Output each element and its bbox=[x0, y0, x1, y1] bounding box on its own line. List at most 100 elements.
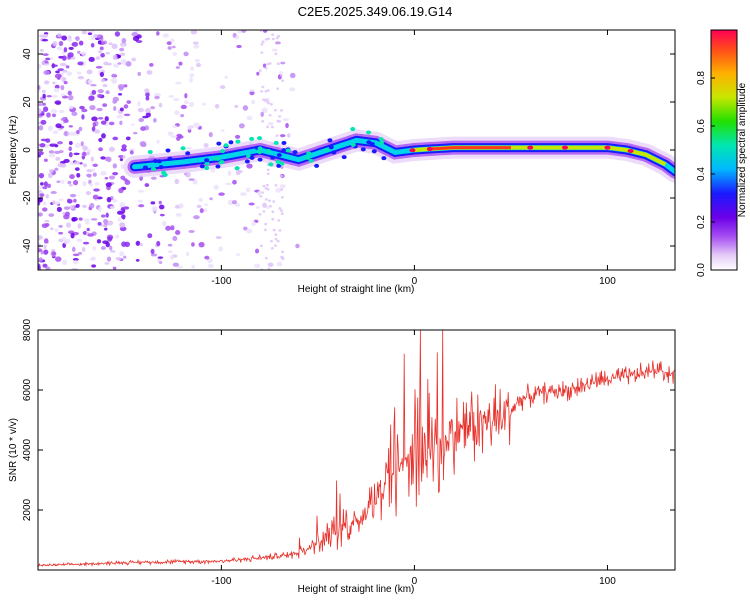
spectrogram-noise-blob bbox=[100, 214, 106, 218]
spectrogram-noise-blob bbox=[38, 173, 45, 179]
spectrogram-noise-blob bbox=[218, 246, 223, 252]
spectrogram-noise-blob bbox=[60, 179, 65, 184]
spectrogram-noise-blob bbox=[264, 222, 268, 226]
spectrogram-noise-blob bbox=[245, 228, 253, 234]
spectrogram-noise-blob bbox=[104, 116, 109, 122]
spectrogram-noise-blob bbox=[144, 88, 150, 94]
spectrogram-noise-blob bbox=[76, 129, 80, 134]
spectrogram-noise-blob bbox=[41, 89, 46, 93]
spectrogram-noise-blob bbox=[56, 180, 61, 183]
spectrogram-noise-blob bbox=[289, 87, 296, 92]
spectrogram-noise-blob bbox=[119, 222, 125, 227]
spectrogram-noise-blob bbox=[60, 121, 66, 125]
spectrogram-noise-blob bbox=[184, 171, 191, 178]
spectrogram-noise-blob bbox=[273, 244, 277, 247]
spectrogram-noise-blob bbox=[276, 87, 280, 90]
spectrogram-noise-blob bbox=[279, 71, 284, 74]
spectrogram-y-tick-label: 20 bbox=[22, 96, 33, 108]
spectrogram-noise-blob bbox=[264, 66, 268, 70]
spectrogram-noise-blob bbox=[278, 207, 282, 210]
spectrogram-noise-blob bbox=[57, 68, 65, 72]
spectrogram-noise-blob bbox=[170, 135, 178, 138]
spectrogram-noise-blob bbox=[111, 43, 118, 50]
spectrogram-noise-blob bbox=[44, 219, 50, 223]
ridge-dot bbox=[147, 150, 153, 155]
spectrogram-y-tick-label: 0 bbox=[22, 147, 33, 153]
spectrogram-noise-blob bbox=[67, 180, 72, 185]
ridge-dot bbox=[204, 158, 210, 163]
spectrogram-noise-blob bbox=[203, 208, 208, 213]
spectrogram-noise-blob bbox=[261, 191, 265, 194]
spectrogram-noise-blob bbox=[67, 94, 74, 101]
spectrogram-noise-blob bbox=[56, 46, 63, 51]
ridge-dot bbox=[379, 140, 385, 145]
spectrogram-noise-blob bbox=[266, 172, 270, 175]
spectrogram-noise-blob bbox=[131, 32, 138, 37]
spectrogram-noise-blob bbox=[120, 59, 127, 65]
spectrogram-noise-blob bbox=[91, 264, 97, 268]
spectrogram-noise-blob bbox=[271, 48, 278, 52]
spectrogram-noise-blob bbox=[87, 233, 94, 237]
spectrogram-noise-blob bbox=[72, 253, 80, 257]
spectrogram-ridge bbox=[123, 127, 675, 183]
spectrogram-noise-blob bbox=[90, 218, 98, 221]
spectrogram-noise-blob bbox=[124, 179, 131, 185]
spectrogram-noise-blob bbox=[246, 163, 253, 169]
spectrogram-noise-blob bbox=[106, 62, 112, 66]
spectrogram-noise-blob bbox=[63, 81, 68, 85]
spectrogram-noise-blob bbox=[54, 167, 59, 171]
spectrogram-noise-blob bbox=[166, 41, 172, 46]
spectrogram-noise-blob bbox=[192, 41, 199, 45]
spectrogram-noise-blob bbox=[154, 95, 160, 100]
spectrogram-noise-blob bbox=[189, 77, 193, 83]
spectrogram-noise-blob bbox=[172, 125, 178, 128]
spectrogram-noise-blob bbox=[280, 212, 284, 216]
spectrogram-noise-blob bbox=[120, 45, 125, 48]
spectrogram-noise-blob bbox=[119, 120, 123, 126]
spectrogram-noise-blob bbox=[69, 193, 77, 198]
spectrogram-noise-blob bbox=[95, 56, 101, 60]
ridge-dot bbox=[369, 142, 375, 147]
ridge-dot bbox=[281, 148, 287, 153]
spectrogram-noise-blob bbox=[109, 205, 116, 209]
spectrogram-y-tick-label: 40 bbox=[22, 48, 33, 60]
spectrogram-noise-blob bbox=[260, 42, 264, 46]
spectrogram-noise-blob bbox=[98, 137, 103, 143]
spectrogram-noise-blob bbox=[87, 32, 93, 36]
spectrogram-noise-blob bbox=[87, 30, 95, 34]
spectrogram-noise-blob bbox=[267, 267, 271, 270]
spectrogram-noise-blob bbox=[108, 175, 116, 180]
spectrogram-noise-blob bbox=[176, 265, 184, 269]
spectrogram-noise-blob bbox=[150, 201, 156, 205]
spectrogram-noise-blob bbox=[224, 75, 229, 79]
spectrogram-noise-blob bbox=[89, 257, 96, 261]
colorbar-ticks: 0.0 0.2 0.4 0.6 0.8 bbox=[696, 71, 715, 277]
spectrogram-noise-blob bbox=[67, 38, 72, 42]
spectrogram-noise-blob bbox=[112, 171, 119, 176]
spectrogram-noise-blob bbox=[267, 101, 271, 105]
spectrogram-noise-blob bbox=[43, 106, 49, 112]
spectrogram-noise-blob bbox=[81, 30, 88, 35]
spectrogram-noise-blob bbox=[273, 108, 277, 112]
spectrogram-noise-blob bbox=[180, 104, 187, 110]
spectrogram-noise-blob bbox=[266, 62, 270, 66]
spectrogram-noise-blob bbox=[109, 245, 113, 251]
ridge-dot bbox=[219, 159, 225, 164]
spectrogram-noise-blob bbox=[105, 241, 110, 248]
ridge-dot bbox=[180, 146, 186, 151]
spectrogram-noise-blob bbox=[183, 51, 189, 57]
spectrogram-noise-blob bbox=[77, 61, 84, 66]
spectrogram-noise-blob bbox=[74, 160, 81, 165]
spectrogram-noise-blob bbox=[167, 46, 172, 50]
spectrogram-noise-blob bbox=[75, 36, 80, 41]
spectrogram-noise-blob bbox=[159, 213, 165, 217]
spectrogram-noise-blob bbox=[266, 125, 270, 129]
spectrogram-noise-blob bbox=[55, 256, 62, 262]
spectrogram-noise-blob bbox=[40, 119, 47, 125]
spectrogram-noise-blob bbox=[86, 169, 93, 173]
spectrogram-noise-blob bbox=[123, 104, 129, 109]
ridge-dot bbox=[270, 155, 276, 160]
spectrogram-noise-blob bbox=[264, 198, 268, 201]
spectrogram-noise-blob bbox=[90, 43, 95, 48]
